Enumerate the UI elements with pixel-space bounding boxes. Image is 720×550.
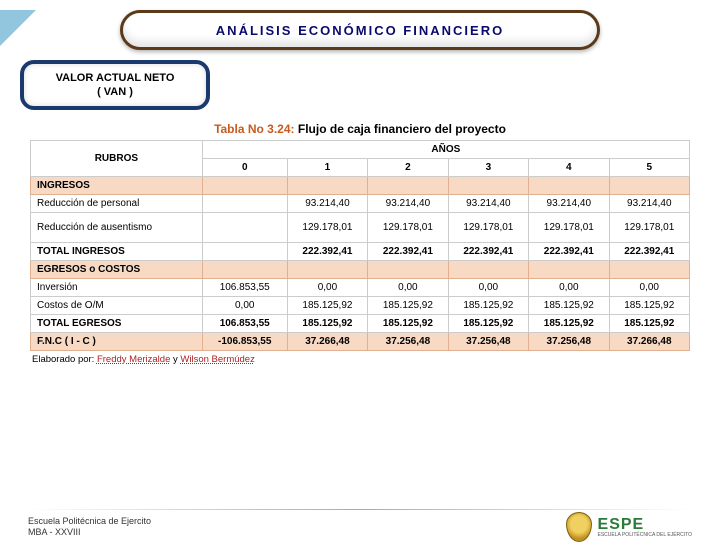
cell: 222.392,41 — [287, 243, 367, 261]
cell: 185.125,92 — [609, 315, 689, 333]
cell: 0,00 — [368, 279, 448, 297]
year-header: 5 — [609, 159, 689, 177]
cell: 106.853,55 — [202, 279, 287, 297]
cell: -106.853,55 — [202, 333, 287, 351]
cell: 222.392,41 — [368, 243, 448, 261]
cell: 222.392,41 — [448, 243, 528, 261]
row-label: Reducción de ausentismo — [31, 213, 203, 243]
cell — [202, 261, 287, 279]
subtitle-badge: VALOR ACTUAL NETO ( VAN ) — [20, 60, 210, 110]
page-header: ANÁLISIS ECONÓMICO FINANCIERO — [120, 10, 600, 50]
cell: 0,00 — [448, 279, 528, 297]
cell: 129.178,01 — [287, 213, 367, 243]
cashflow-table: RUBROS AÑOS 012345 INGRESOSReducción de … — [30, 140, 690, 351]
row-label: Reducción de personal — [31, 195, 203, 213]
table-source: Elaborado por: Freddy Merizalde y Wilson… — [32, 354, 720, 365]
year-header: 3 — [448, 159, 528, 177]
row-label: TOTAL EGRESOS — [31, 315, 203, 333]
cell — [609, 261, 689, 279]
table-number: Tabla No 3.24: — [214, 122, 294, 136]
cell — [287, 261, 367, 279]
cell: 185.125,92 — [287, 297, 367, 315]
year-header: 4 — [529, 159, 609, 177]
corner-decoration — [0, 10, 36, 46]
cell: 93.214,40 — [287, 195, 367, 213]
cell: 185.125,92 — [287, 315, 367, 333]
cell: 185.125,92 — [448, 315, 528, 333]
cell: 185.125,92 — [368, 297, 448, 315]
cell: 129.178,01 — [368, 213, 448, 243]
cell: 185.125,92 — [609, 297, 689, 315]
row-label: F.N.C ( I - C ) — [31, 333, 203, 351]
cell — [609, 177, 689, 195]
cell — [448, 177, 528, 195]
footer-left: Escuela Politécnica de Ejercito MBA - XX… — [28, 516, 151, 538]
cell — [529, 261, 609, 279]
cell — [202, 177, 287, 195]
col-years-group: AÑOS — [202, 141, 689, 159]
row-label: TOTAL INGRESOS — [31, 243, 203, 261]
footer-program: MBA - XXVIII — [28, 527, 151, 538]
cell: 37.266,48 — [609, 333, 689, 351]
cell: 129.178,01 — [529, 213, 609, 243]
row-label: INGRESOS — [31, 177, 203, 195]
cell: 222.392,41 — [529, 243, 609, 261]
table-container: Tabla No 3.24: Flujo de caja financiero … — [30, 122, 690, 351]
footer-divider — [28, 509, 692, 510]
year-header: 1 — [287, 159, 367, 177]
badge-line1: VALOR ACTUAL NETO — [56, 71, 175, 85]
cell: 93.214,40 — [529, 195, 609, 213]
col-rubros: RUBROS — [31, 141, 203, 177]
cell: 222.392,41 — [609, 243, 689, 261]
cell: 185.125,92 — [529, 297, 609, 315]
cell: 185.125,92 — [448, 297, 528, 315]
cell — [368, 261, 448, 279]
cell — [448, 261, 528, 279]
cell: 93.214,40 — [368, 195, 448, 213]
cell: 0,00 — [287, 279, 367, 297]
page-title: ANÁLISIS ECONÓMICO FINANCIERO — [216, 23, 504, 38]
cell: 93.214,40 — [448, 195, 528, 213]
row-label: Costos de O/M — [31, 297, 203, 315]
year-header: 0 — [202, 159, 287, 177]
cell: 37.256,48 — [368, 333, 448, 351]
table-title: Tabla No 3.24: Flujo de caja financiero … — [30, 122, 690, 136]
espe-logo: ESPE ESCUELA POLITÉCNICA DEL EJÉRCITO — [598, 517, 692, 538]
cell: 0,00 — [202, 297, 287, 315]
footer-right: ESPE ESCUELA POLITÉCNICA DEL EJÉRCITO — [566, 512, 692, 542]
espe-brand: ESPE — [598, 517, 692, 533]
cell: 93.214,40 — [609, 195, 689, 213]
cell: 37.256,48 — [448, 333, 528, 351]
shield-icon — [566, 512, 592, 542]
badge-line2: ( VAN ) — [97, 85, 133, 99]
cell: 185.125,92 — [529, 315, 609, 333]
cell: 37.256,48 — [529, 333, 609, 351]
cell — [287, 177, 367, 195]
cell — [202, 243, 287, 261]
cell: 37.266,48 — [287, 333, 367, 351]
cell: 129.178,01 — [609, 213, 689, 243]
row-label: EGRESOS o COSTOS — [31, 261, 203, 279]
cell — [202, 213, 287, 243]
cell — [202, 195, 287, 213]
cell: 129.178,01 — [448, 213, 528, 243]
cell: 185.125,92 — [368, 315, 448, 333]
year-header: 2 — [368, 159, 448, 177]
espe-sub: ESCUELA POLITÉCNICA DEL EJÉRCITO — [598, 533, 692, 538]
cell — [529, 177, 609, 195]
row-label: Inversión — [31, 279, 203, 297]
cell — [368, 177, 448, 195]
table-caption: Flujo de caja financiero del proyecto — [295, 122, 506, 136]
footer-school: Escuela Politécnica de Ejercito — [28, 516, 151, 527]
cell: 106.853,55 — [202, 315, 287, 333]
cell: 0,00 — [609, 279, 689, 297]
cell: 0,00 — [529, 279, 609, 297]
